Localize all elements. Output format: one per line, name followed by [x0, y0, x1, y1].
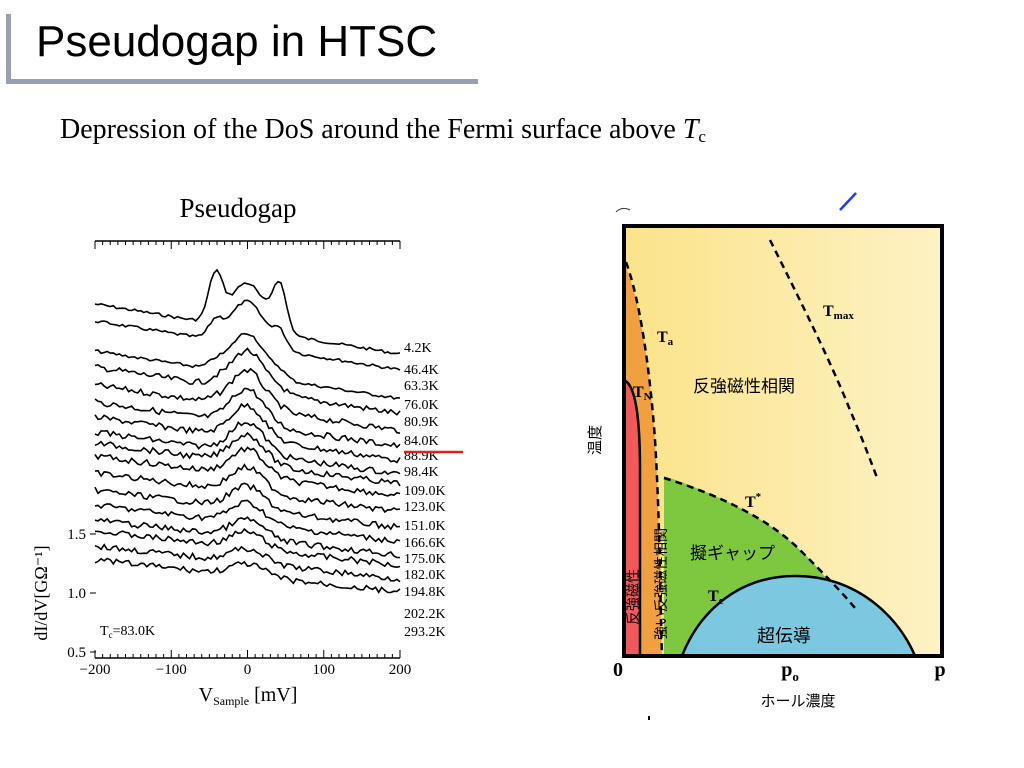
phase-x-tick-0: 0 [613, 659, 623, 681]
phase-frame [622, 224, 944, 658]
spectrum-curve [94, 482, 401, 531]
spectrum-curve [94, 402, 401, 464]
x-tick-label: 0 [244, 662, 252, 678]
series-label: 123.0K [404, 500, 446, 515]
blue-pen-mark [839, 192, 857, 211]
series-label: 46.4K [404, 363, 439, 378]
region-label-af: 反強磁性 [626, 569, 642, 625]
ta-label: Ta [657, 329, 674, 348]
y-tick-label: 1.5 [67, 527, 86, 543]
x-tick-label: 200 [389, 662, 412, 678]
x-axis-label: VSample [mV] [199, 684, 298, 708]
chart-title: Pseudogap [180, 193, 297, 223]
spectrum-curve [94, 431, 401, 487]
spectrum-curve [94, 499, 401, 544]
spectrum-curve [94, 420, 401, 476]
spectrum-curve [94, 387, 401, 449]
tmax-label: Tmax [823, 303, 854, 322]
slide-subtitle: Depression of the DoS around the Fermi s… [60, 114, 706, 147]
series-label: 80.9K [404, 415, 439, 430]
x-tick-label: −100 [156, 662, 187, 678]
x-axis-label-v: V [199, 684, 214, 706]
x-tick-label: −200 [80, 662, 111, 678]
phase-x-tick-p: p [934, 659, 945, 681]
tn-label: TN [633, 384, 652, 403]
series-label: 84.0K [404, 434, 439, 449]
spectrum-curve [94, 463, 401, 514]
ta-line [624, 261, 664, 657]
series-label: 98.4K [404, 465, 439, 480]
subtitle-t-subscript: c [698, 127, 706, 146]
spectrum-curve [94, 367, 401, 434]
spectrum-curve [94, 347, 401, 416]
tc-annotation-value: =83.0K [113, 624, 156, 639]
spectrum-curve [94, 268, 401, 355]
spectrum-curve [94, 332, 401, 400]
series-label: 293.2K [404, 625, 446, 640]
tn-line [623, 378, 642, 656]
spectrum-curve [94, 527, 401, 569]
region-af [624, 380, 640, 656]
series-label: 63.3K [404, 379, 439, 394]
series-label: 76.0K [404, 398, 439, 413]
series-label: 151.0K [404, 519, 446, 534]
x-axis-label-unit: [mV] [249, 684, 297, 706]
spectrum-curve [94, 516, 401, 559]
x-axis-label-sub: Sample [213, 694, 249, 708]
subtitle-t-symbol: T [682, 114, 699, 145]
tc-annotation-t: T [100, 624, 109, 639]
x-tick-label: 100 [313, 662, 336, 678]
tc-label: Tc [708, 588, 724, 607]
title-bar [6, 14, 478, 84]
region-pseudogap [664, 476, 850, 656]
tstar-line [663, 476, 856, 609]
subtitle-text: Depression of the DoS around the Fermi s… [60, 114, 683, 145]
tmax-line [768, 239, 880, 481]
phase-diagram: Tmax Ta TN T* Tc 反強磁性相関 擬ギャップ 超伝導 反強磁性 強… [586, 192, 946, 720]
slide-title: Pseudogap in HTSC [36, 17, 438, 66]
region-label-superconducting: 超伝導 [757, 626, 811, 647]
tstar-label: T* [745, 491, 762, 511]
series-label: 166.6K [404, 536, 446, 551]
series-label: 182.0K [404, 568, 446, 583]
series-label: 4.2K [404, 341, 432, 356]
scan-artifact [615, 207, 631, 213]
region-superconducting [682, 576, 915, 656]
phase-x-axis-label: ホール濃度 [760, 692, 835, 710]
y-tick-label: 0.5 [67, 645, 86, 661]
spectrum-curve [94, 543, 401, 583]
series-label: 202.2K [404, 607, 446, 622]
y-tick-label: 1.0 [67, 586, 86, 602]
tc-line [680, 574, 917, 657]
phase-x-tick-po: po [781, 659, 799, 684]
spectrum-curve [94, 299, 401, 371]
spectrum-curve [94, 446, 401, 497]
series-label: 109.0K [404, 484, 446, 499]
tc-annotation-sub: c [109, 630, 113, 640]
pseudogap-spectra-chart: Pseudogap −200 −100 0 100 200 0.5 1.0 1.5 4.2K… [31, 193, 463, 708]
y-axis-label: dI/dV[GΩ⁻¹] [31, 545, 51, 640]
region-label-af-correlation: 反強磁性相関 [693, 377, 795, 397]
series-label: 175.0K [404, 552, 446, 567]
dot-mark [648, 716, 650, 720]
spectrum-curve [94, 557, 401, 594]
region-label-strong-af: 強い反強磁性相関 [654, 528, 670, 640]
series-label: 194.8K [404, 585, 446, 600]
region-label-pseudogap: 擬ギャップ [690, 544, 775, 564]
tc-annotation: Tc=83.0K [100, 624, 155, 640]
phase-y-axis-label: 温度 [586, 425, 604, 455]
